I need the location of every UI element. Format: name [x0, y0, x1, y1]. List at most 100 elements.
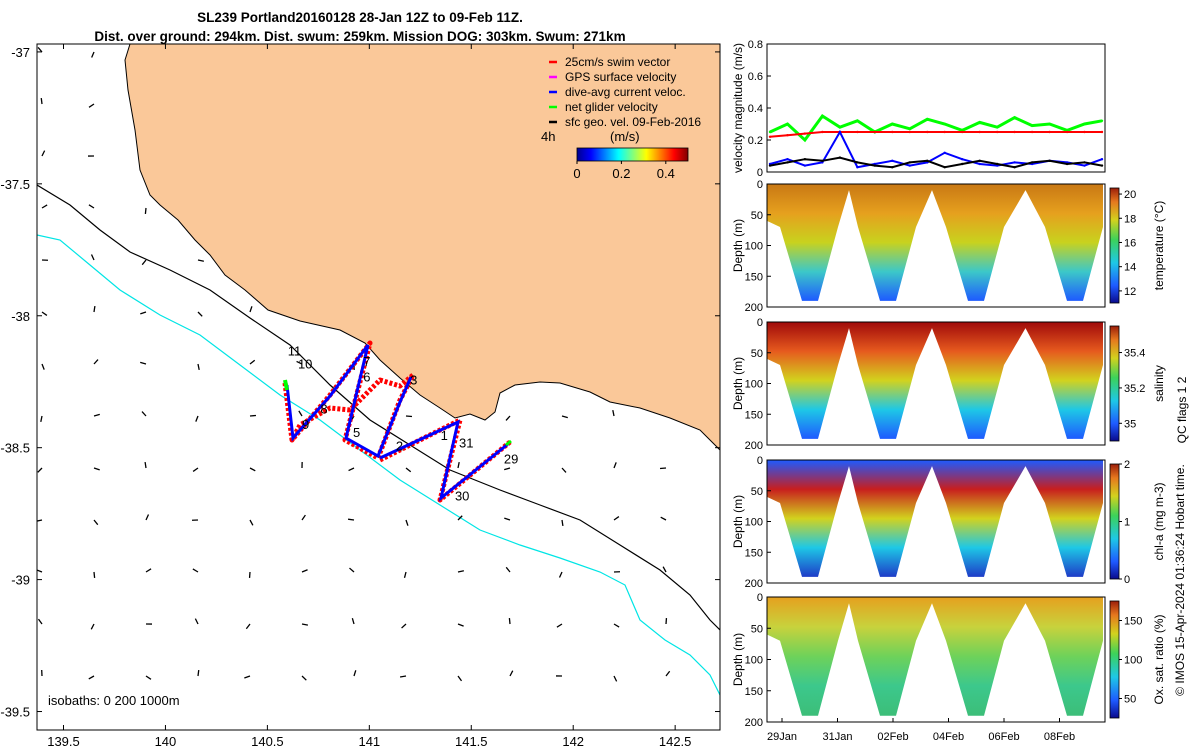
current-arrow: [662, 566, 667, 573]
waypoint-label: 31: [459, 436, 473, 451]
current-arrow: [90, 254, 95, 261]
date-tick-label: 04Feb: [933, 731, 964, 743]
current-arrow: [665, 670, 671, 677]
velocity-point: [943, 166, 946, 169]
waypoint-label: 6: [363, 370, 370, 385]
current-arrow: [613, 675, 618, 682]
waypoint-label: 2: [396, 438, 403, 453]
speed-colorbar-tick-label: 0.2: [612, 166, 630, 181]
velocity-series-line: [769, 156, 1103, 169]
current-arrow: [353, 670, 357, 677]
velocity-point: [873, 130, 876, 134]
current-arrow: [145, 568, 152, 573]
velocity-y-tick-label: 0.4: [748, 103, 763, 115]
velocity-point: [1083, 130, 1086, 134]
current-arrow: [141, 259, 147, 266]
current-arrow: [245, 623, 251, 630]
section-colorbar-tick-label: 35.4: [1124, 348, 1145, 360]
velocity-point: [908, 130, 911, 134]
current-arrow: [399, 675, 407, 678]
section-y-tick-label: 200: [745, 440, 763, 452]
date-tick-label: 02Feb: [877, 731, 908, 743]
waypoint-label: 3: [410, 372, 417, 387]
map-x-tick-label: 139.5: [47, 734, 80, 749]
current-arrow: [301, 514, 306, 521]
current-arrow: [561, 415, 568, 419]
section-colorbar-tick-label: 2: [1124, 459, 1130, 471]
current-arrow: [612, 409, 615, 417]
current-arrow: [504, 467, 511, 471]
section-data-fill: [767, 597, 1103, 716]
velocity-point: [978, 162, 981, 166]
current-arrow: [90, 623, 95, 630]
velocity-point: [891, 122, 894, 126]
velocity-point: [821, 130, 824, 134]
velocity-point: [1100, 119, 1104, 123]
section-y-tick-label: 50: [751, 486, 763, 498]
current-arrow: [457, 515, 463, 521]
section-colorbar-tick-label: 50: [1124, 694, 1136, 706]
velocity-point: [926, 130, 929, 134]
current-arrow: [140, 361, 147, 365]
legend-label: dive-avg current veloc.: [565, 85, 686, 99]
velocity-point: [1030, 161, 1034, 164]
waypoint-label: 10: [298, 357, 312, 372]
current-arrow: [37, 47, 43, 53]
section-y-tick-label: 100: [745, 517, 763, 529]
speed-colorbar-tick-label: 0: [573, 166, 580, 181]
section-panel-2: 0 50 100 150 200 Depth (m) 35 35.2 35.4 salinity: [731, 317, 1166, 452]
section-y-tick-label: 100: [745, 655, 763, 667]
current-arrow: [195, 415, 199, 422]
section-colorbar-tick-label: 100: [1124, 655, 1142, 667]
velocity-axes-box: [766, 43, 1106, 173]
waypoint-label: 8: [320, 401, 327, 416]
current-arrow: [556, 623, 563, 628]
current-arrow: [41, 363, 45, 370]
map-x-tick-label: 140: [155, 734, 177, 749]
current-arrow: [558, 571, 563, 578]
time-step-label: 4h: [541, 129, 555, 144]
current-arrow: [298, 410, 303, 417]
velocity-point: [1065, 162, 1069, 166]
velocity-point: [943, 122, 946, 126]
current-arrow: [41, 311, 48, 316]
isobath-1000: [37, 234, 720, 696]
velocity-point: [821, 159, 824, 162]
velocity-point: [1030, 124, 1034, 127]
velocity-point: [768, 130, 772, 134]
velocity-point: [786, 122, 789, 126]
current-arrow: [613, 516, 620, 521]
map-x-tick-label: 140.5: [251, 734, 284, 749]
section-colorbar: [1109, 600, 1120, 719]
section-colorbar-tick-label: 1: [1124, 517, 1130, 529]
figure-title: SL239 Portland20160128 28-Jan 12Z to 09-…: [0, 8, 720, 46]
velocity-point: [856, 130, 859, 134]
colorbar-unit-label: (m/s): [610, 129, 640, 144]
velocity-point: [856, 119, 859, 123]
velocity-point: [1048, 130, 1051, 134]
title-line-1: SL239 Portland20160128 28-Jan 12Z to 09-…: [197, 10, 523, 25]
current-arrow: [351, 618, 355, 625]
section-colorbar-tick-label: 150: [1124, 616, 1142, 628]
section-y-tick-label: 200: [745, 302, 763, 314]
waypoint-label: 7: [363, 354, 370, 369]
section-panel-1: 0 50 100 150 200 Depth (m) 12 14 16 18 20 temperatu…: [731, 179, 1166, 314]
speed-colorbar: [576, 147, 689, 162]
map-x-tick-label: 141: [358, 734, 380, 749]
section-y-tick-label: 200: [745, 717, 763, 729]
section-y-tick-label: 200: [745, 578, 763, 590]
glider-track: [282, 340, 512, 503]
current-arrow: [660, 516, 667, 521]
waypoint-label: 9: [302, 417, 309, 432]
section-y-tick-label: 150: [745, 271, 763, 283]
section-data-fill: [767, 322, 1103, 439]
current-arrow: [88, 204, 95, 209]
section-y-tick-label: 150: [745, 409, 763, 421]
current-arrow: [249, 467, 256, 472]
velocity-point: [803, 138, 807, 142]
net-velocity-mark-end: [505, 439, 512, 447]
